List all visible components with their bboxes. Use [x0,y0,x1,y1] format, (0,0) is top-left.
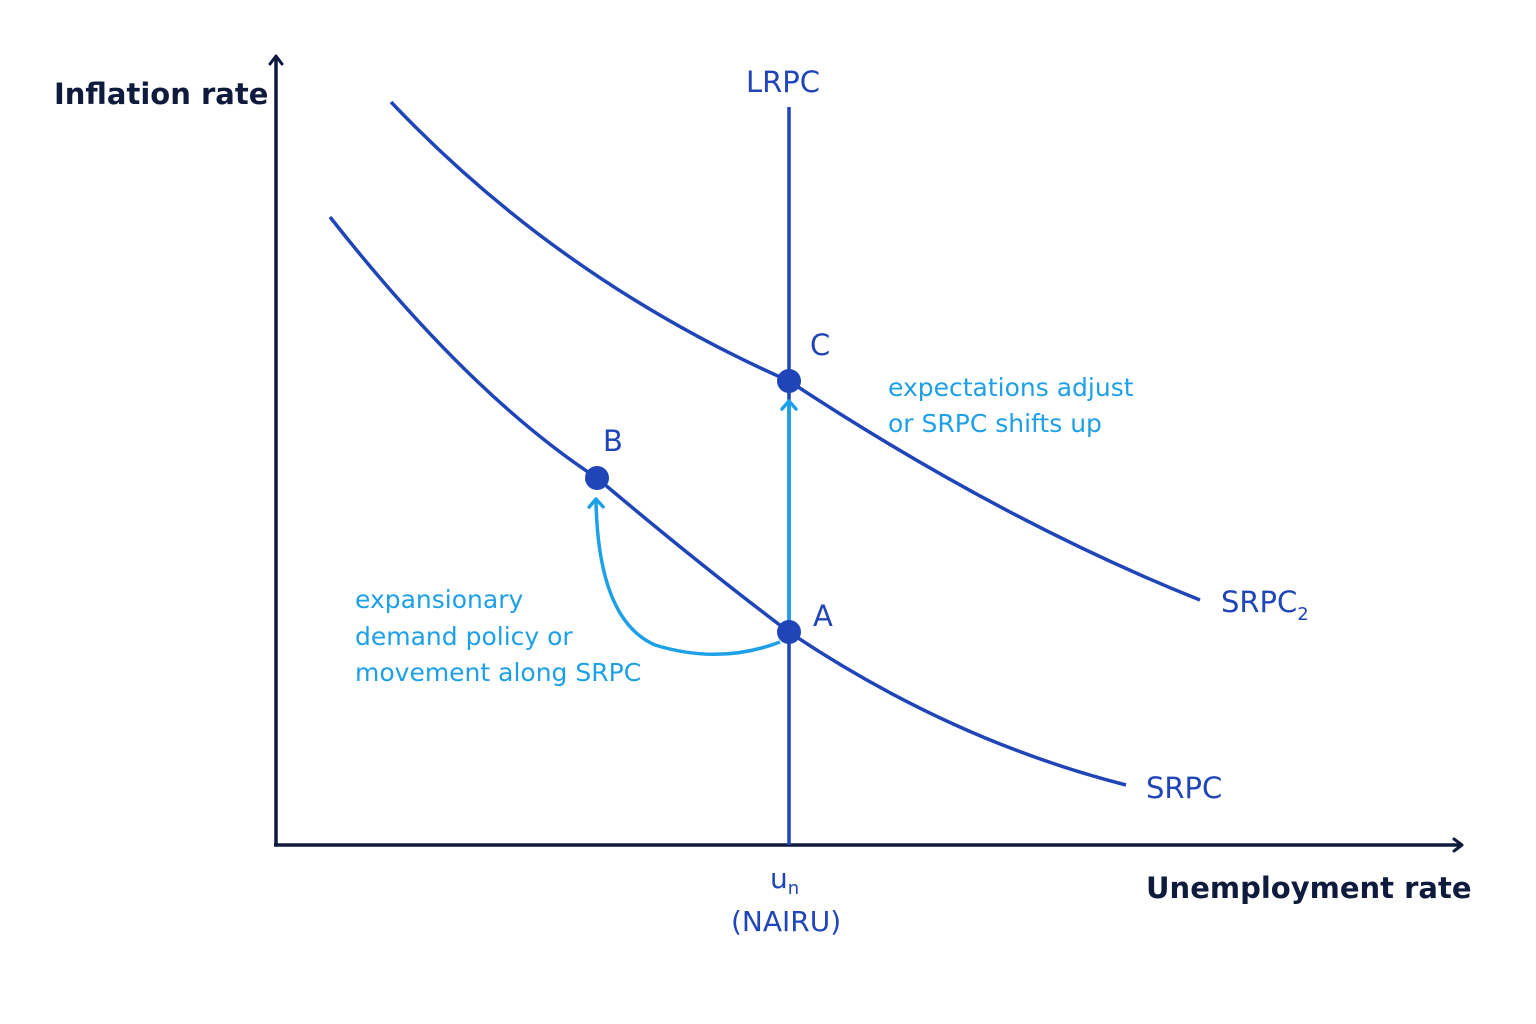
point-b-marker [585,466,609,490]
nairu-symbol-subscript: n [788,878,799,899]
srpc2-label-subscript: 2 [1297,604,1308,625]
x-axis-title: Unemployment rate [1146,871,1472,905]
movement-annotation-line-2: demand policy or [355,622,573,651]
nairu-symbol: un [770,862,799,899]
srpc-curve [328,215,1127,787]
point-a-label: A [813,599,833,633]
point-b-label: B [603,424,623,458]
movement-annotation-line-3: movement along SRPC [355,658,641,687]
nairu-symbol-base: u [770,862,788,895]
srpc-label: SRPC [1146,771,1222,805]
nairu-label: (NAIRU) [731,905,841,938]
shift-annotation-line-1: expectations adjust [888,373,1134,402]
shift-annotation: expectations adjust or SRPC shifts up [888,373,1141,438]
movement-annotation-line-1: expansionary [355,585,523,614]
movement-arrow [587,497,781,656]
y-axis-title: Inflation rate [54,77,268,111]
lrpc-label: LRPC [746,65,820,99]
point-a-marker [777,620,801,644]
srpc2-label: SRPC2 [1221,585,1309,625]
srpc2-curve [389,100,1201,602]
movement-annotation: expansionary demand policy or movement a… [355,585,641,687]
shift-annotation-line-2: or SRPC shifts up [888,409,1102,438]
point-c-marker [777,369,801,393]
srpc2-label-base: SRPC [1221,585,1297,619]
point-c-label: C [810,328,830,362]
